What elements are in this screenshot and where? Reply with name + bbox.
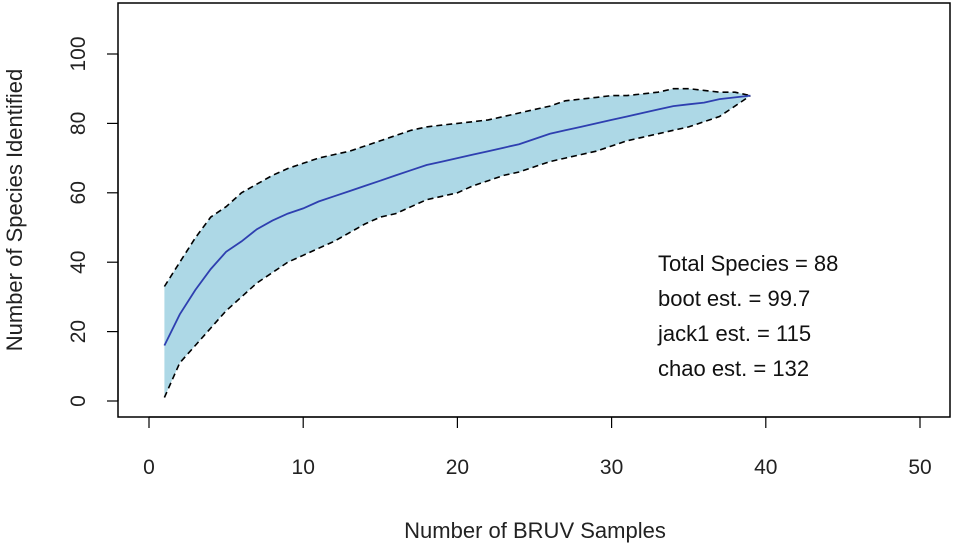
y-tick-label: 20 <box>67 320 90 343</box>
confidence-band <box>164 88 751 398</box>
y-axis-title: Number of Species Identified <box>2 69 27 352</box>
x-axis-title: Number of BRUV Samples <box>404 518 666 543</box>
x-tick-label: 30 <box>600 456 623 479</box>
y-axis: 0 20 40 60 80 100 <box>67 36 119 407</box>
annotation-line: boot est. = 99.7 <box>658 286 810 311</box>
upper-bound-line <box>163 87 751 287</box>
x-tick-label: 10 <box>292 456 315 479</box>
x-tick-label: 0 <box>143 456 155 479</box>
y-tick-label: 40 <box>67 251 90 274</box>
annotation-block: Total Species = 88 boot est. = 99.7 jack1 … <box>657 251 838 381</box>
y-tick-label: 60 <box>67 181 90 204</box>
x-axis: 0 10 20 30 40 50 <box>143 416 932 479</box>
y-tick-label: 0 <box>67 395 90 407</box>
annotation-line: jack1 est. = 115 <box>657 321 811 346</box>
y-tick-label: 80 <box>67 112 90 135</box>
confidence-band-layer <box>163 87 751 398</box>
x-tick-label: 40 <box>754 456 777 479</box>
annotation-line: Total Species = 88 <box>658 251 838 276</box>
x-tick-label: 50 <box>908 456 931 479</box>
y-tick-label: 100 <box>67 36 90 71</box>
mean-species-line <box>163 94 751 346</box>
annotation-line: chao est. = 132 <box>658 356 809 381</box>
mean-curve-layer <box>163 94 751 346</box>
x-tick-label: 20 <box>446 456 469 479</box>
lower-bound-line <box>163 94 751 398</box>
